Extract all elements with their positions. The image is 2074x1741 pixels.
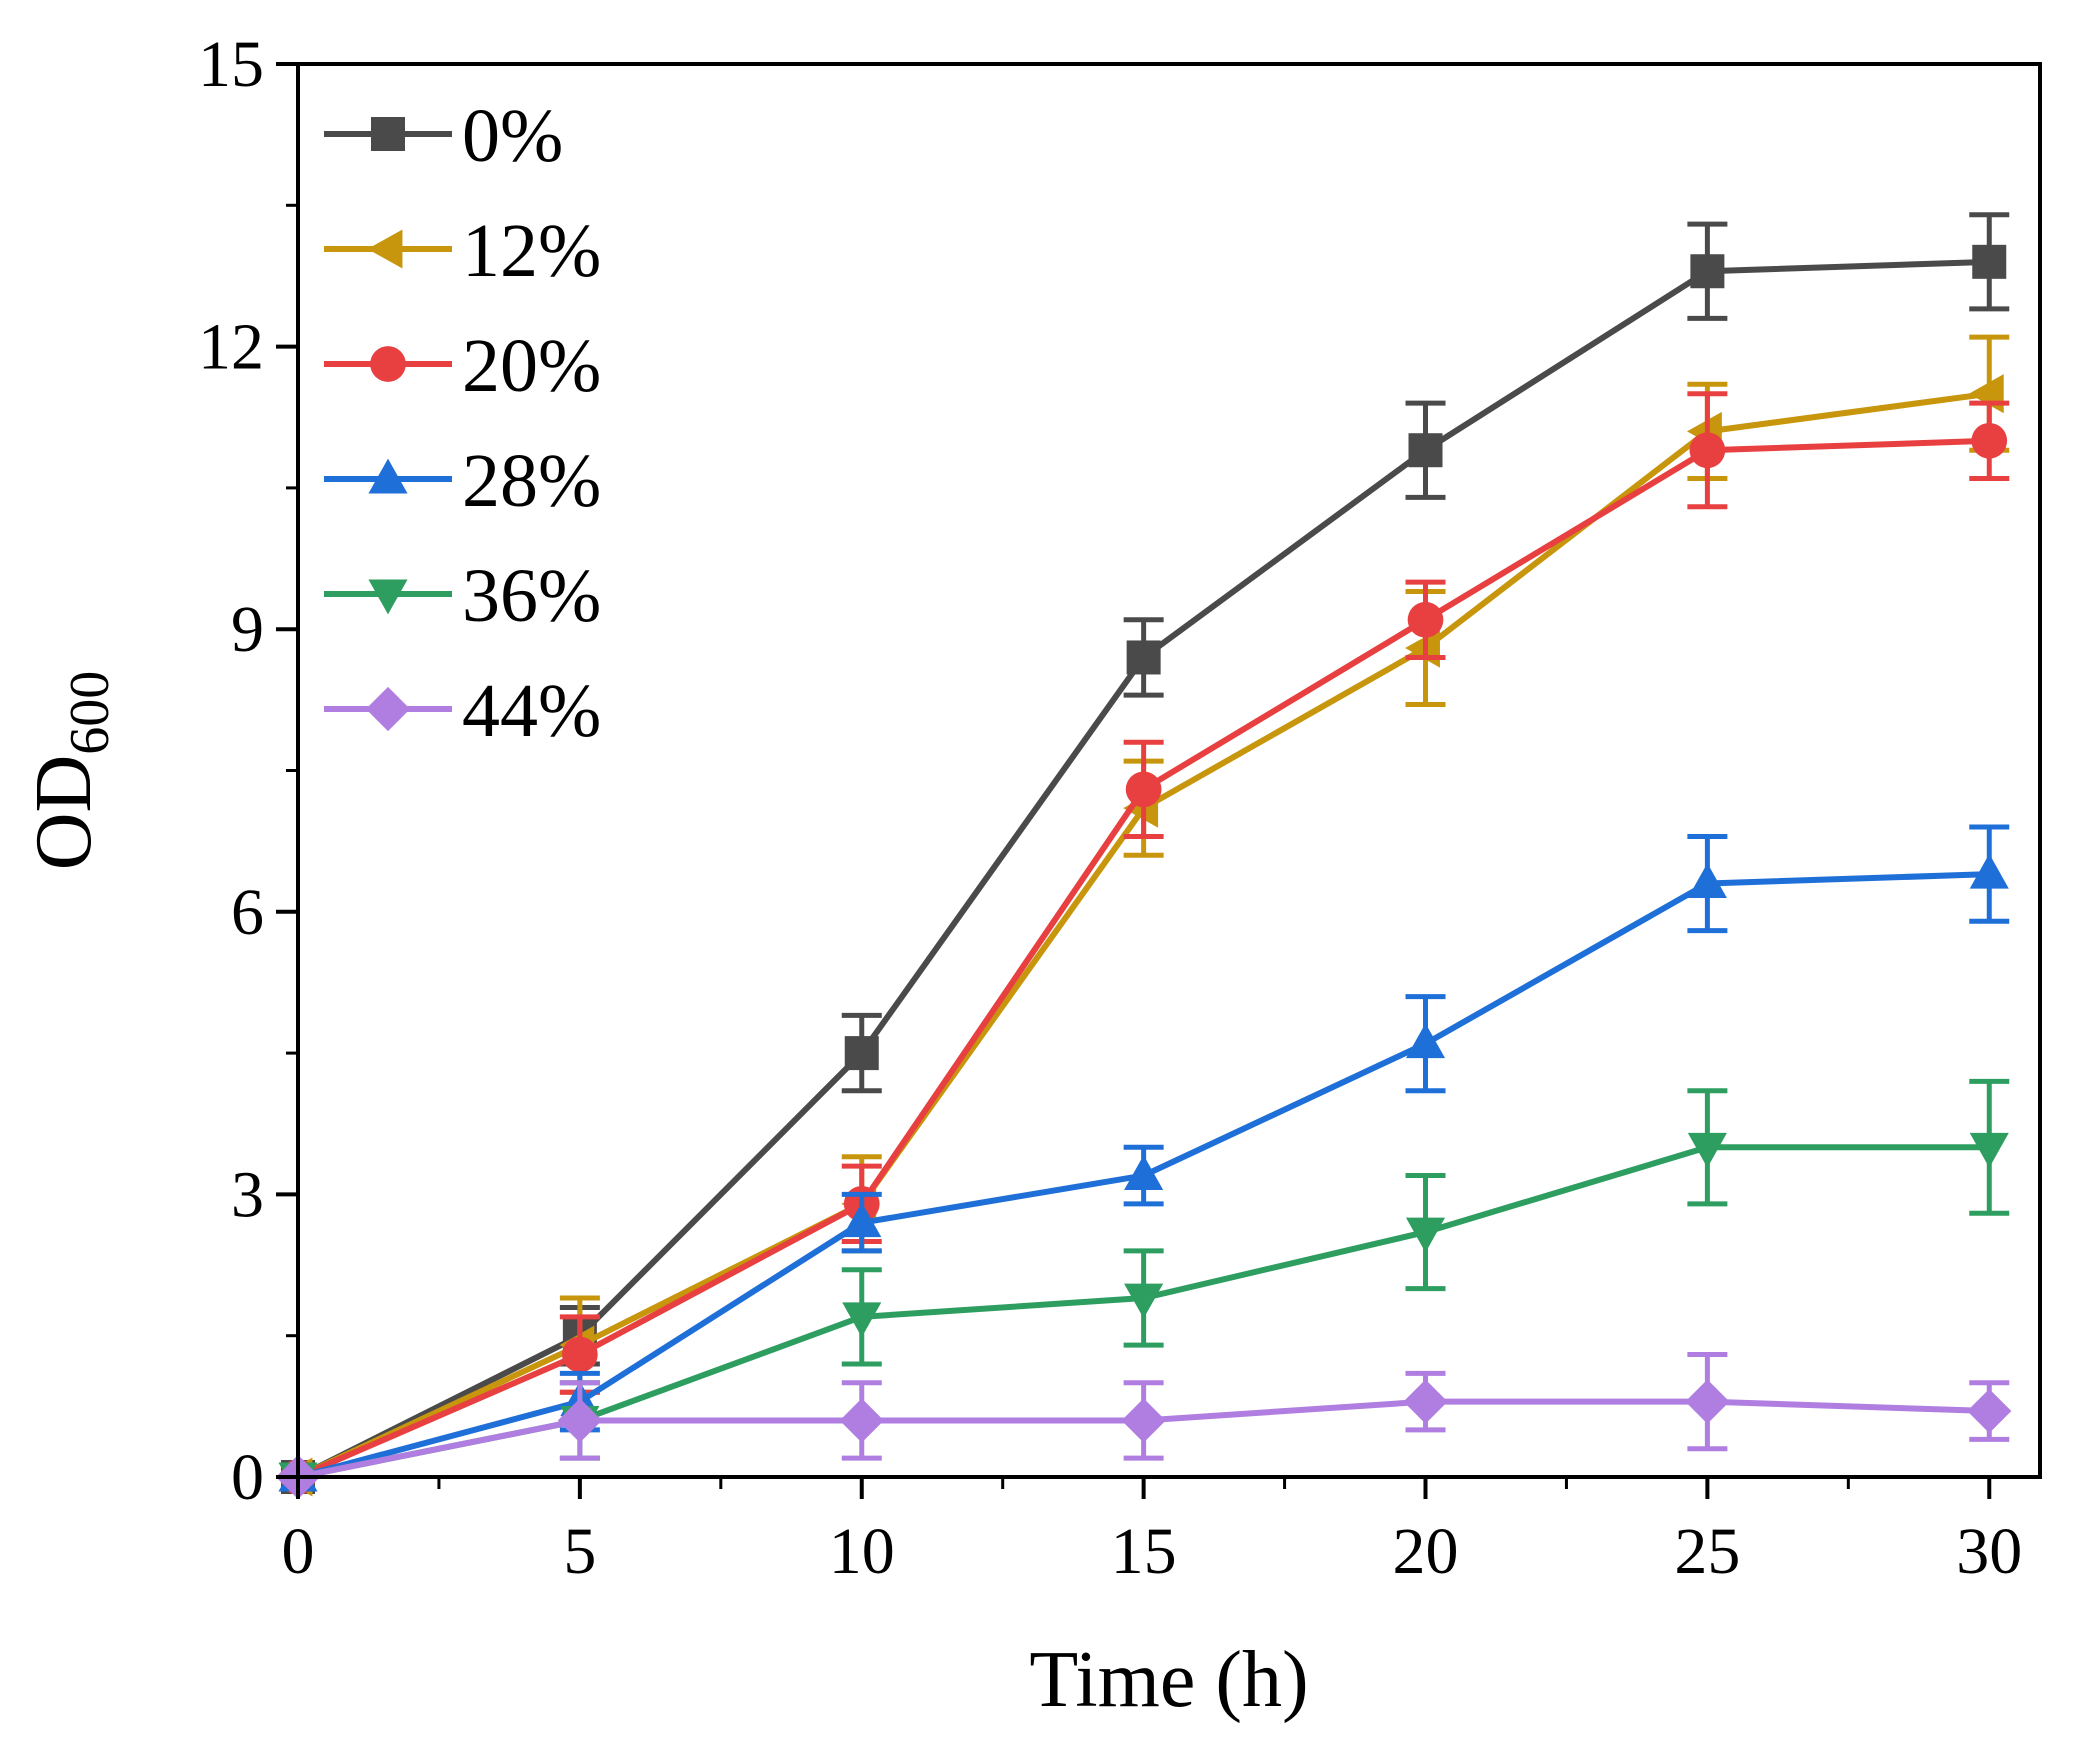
legend-label: 0% xyxy=(462,94,563,178)
x-tick-label: 0 xyxy=(282,1515,315,1588)
legend-item: 36% xyxy=(324,554,601,638)
plot-area xyxy=(275,212,2012,1500)
y-tick-label: 12 xyxy=(198,311,264,384)
data-point-square xyxy=(1972,244,2007,279)
series-20-percent xyxy=(280,391,2010,1495)
data-point-diamond xyxy=(1967,1388,2012,1434)
data-point-circle xyxy=(1689,432,1726,469)
data-point-triangle-up xyxy=(842,1202,882,1238)
legend-label: 12% xyxy=(462,209,601,293)
legend-item: 28% xyxy=(324,439,601,523)
data-point-diamond xyxy=(1685,1379,1730,1424)
data-point-triangle-down xyxy=(1124,1283,1164,1319)
legend-item: 44% xyxy=(324,669,601,753)
data-point-circle xyxy=(1407,601,1444,638)
legend-item: 20% xyxy=(324,324,601,408)
x-tick-label: 30 xyxy=(1956,1515,2022,1588)
legend-item: 0% xyxy=(324,94,563,178)
y-axis-title-main: OD xyxy=(20,755,108,871)
x-tick-label: 25 xyxy=(1674,1515,1740,1588)
data-point-diamond xyxy=(1121,1398,1166,1443)
data-point-triangle-down xyxy=(1405,1217,1446,1253)
data-point-square xyxy=(1690,254,1725,289)
legend-label: 20% xyxy=(462,324,601,408)
data-point-square xyxy=(1126,640,1161,675)
data-point-square xyxy=(844,1036,879,1071)
y-tick-label: 0 xyxy=(231,1441,264,1514)
data-point-circle xyxy=(370,346,406,382)
y-tick-label: 6 xyxy=(231,876,264,949)
x-tick-label: 10 xyxy=(829,1515,895,1588)
data-point-triangle-down xyxy=(842,1302,882,1338)
legend-label: 28% xyxy=(462,439,601,523)
data-point-triangle-up xyxy=(1969,853,2009,889)
data-point-square xyxy=(1408,433,1443,468)
data-point-diamond xyxy=(557,1398,602,1443)
x-axis-title: Time (h) xyxy=(1029,1636,1308,1724)
data-point-circle xyxy=(1125,771,1162,808)
legend-label: 44% xyxy=(462,669,601,753)
data-point-diamond xyxy=(839,1398,884,1443)
y-tick-label: 15 xyxy=(198,28,264,101)
y-axis-title: OD600 xyxy=(20,671,121,871)
y-axis-title-subscript: 600 xyxy=(59,671,121,755)
data-point-triangle-down xyxy=(368,579,408,615)
axes: 0 5 10 15 20 25 30 0 3 6 9 12 15 xyxy=(198,28,2022,1588)
data-point-square xyxy=(371,117,405,151)
data-point-triangle-down xyxy=(1687,1132,1727,1168)
data-point-triangle-up xyxy=(1124,1155,1164,1191)
legend: 0% 12% 20% 28% 36% 44% xyxy=(324,94,601,753)
data-point-triangle-down xyxy=(1969,1132,2009,1168)
data-point-triangle-left xyxy=(367,229,403,269)
data-point-triangle-up xyxy=(368,458,408,494)
legend-label: 36% xyxy=(462,554,601,638)
y-tick-label: 9 xyxy=(231,593,264,666)
legend-item: 12% xyxy=(324,209,601,293)
series-44-percent xyxy=(275,1352,2012,1500)
data-point-diamond xyxy=(365,686,411,732)
data-point-triangle-up xyxy=(1405,1023,1446,1059)
x-tick-label: 20 xyxy=(1393,1515,1459,1588)
data-point-circle xyxy=(562,1336,598,1373)
data-point-triangle-up xyxy=(1687,863,1727,898)
data-point-triangle-left xyxy=(1968,374,2004,414)
y-tick-label: 3 xyxy=(231,1158,264,1231)
data-point-circle xyxy=(1971,422,2008,459)
x-tick-label: 5 xyxy=(563,1515,596,1588)
x-tick-label: 15 xyxy=(1111,1515,1177,1588)
data-point-diamond xyxy=(1403,1379,1448,1424)
